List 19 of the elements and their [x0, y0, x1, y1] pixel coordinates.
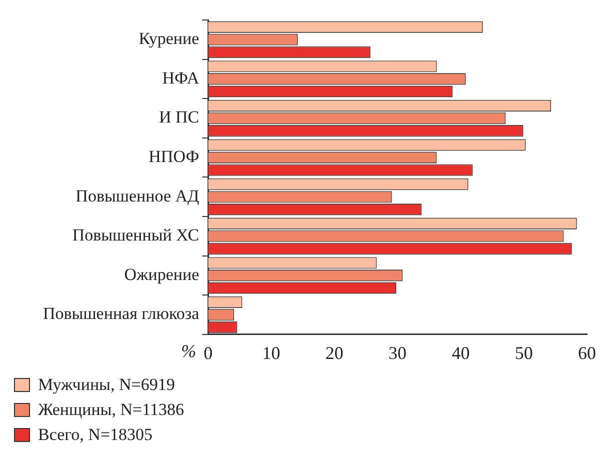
x-tick-label: 60 [578, 342, 596, 363]
legend-label: Всего, N=18305 [38, 424, 153, 444]
y-tick-label: НПОФ [148, 147, 200, 166]
y-tick-label: Повышенное АД [76, 186, 200, 206]
legend-label: Мужчины, N=6919 [38, 374, 175, 394]
x-tick-label: 0 [204, 342, 213, 363]
x-tick-label: 30 [388, 342, 407, 363]
y-tick-label: Ожирение [124, 264, 200, 284]
x-tick-label: 50 [514, 342, 533, 363]
x-tick-label: 40 [452, 342, 470, 363]
y-tick-label: НФА [162, 68, 200, 88]
y-tick-label: Курение [138, 29, 200, 48]
y-tick-label: Повышенный ХС [72, 226, 200, 245]
x-tick-label: 10 [262, 342, 280, 363]
x-axis-title: % [181, 341, 196, 362]
y-tick-label: И ПС [158, 108, 200, 127]
y-tick-label: Повышенная глюкоза [42, 304, 200, 324]
x-tick-label: 20 [325, 342, 344, 363]
legend-label: Женщины, N=11386 [38, 400, 184, 420]
